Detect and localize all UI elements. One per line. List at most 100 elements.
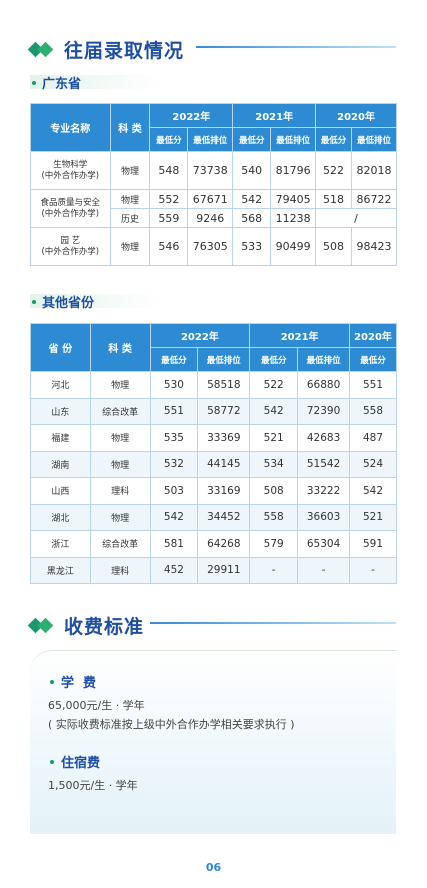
diamond-bullet-icon [27,41,56,58]
header-min-score: 最低分 [315,127,352,152]
value-cell: 90499 [270,227,317,266]
category-cell: 物理 [89,503,151,531]
value-cell: 73738 [187,151,234,190]
value-cell: 36603 [297,503,351,531]
value-cell: 548 [149,151,189,190]
lodging-label: 住宿费 [50,752,100,771]
header-major: 专业名称 [30,103,111,152]
category-cell: 物理 [109,151,151,190]
value-cell: 503 [149,477,199,505]
fee-panel [30,650,396,834]
dot-icon [50,759,54,764]
value-cell: 579 [249,530,299,558]
section-fees-title: 收费标准 [64,616,145,638]
lodging-value: 1,500元/生 · 学年 [48,779,138,792]
value-cell: 540 [232,151,272,190]
other-provinces-subheading: 其他省份 [32,292,94,311]
header-category: 科 类 [109,103,151,152]
value-cell: 33369 [197,424,251,452]
page-number: 06 [205,861,222,874]
value-cell: 98423 [350,227,398,266]
tuition-note: ( 实际收费标准按上级中外合作办学相关要求执行 ) [48,718,295,731]
other-provinces-table: 省 份 科 类 2022年 2021年 2020年 最低分 最低排位 最低分 最… [30,323,397,584]
dot-icon [32,80,36,85]
header-year: 2022年 [149,103,234,128]
value-cell: 558 [249,503,299,531]
value-cell: 542 [232,189,272,209]
value-cell: 546 [149,227,189,266]
value-cell: 64268 [197,530,251,558]
value-cell: 508 [315,227,352,266]
value-cell: 518 [315,189,352,209]
value-cell: 33222 [297,477,351,505]
section-divider [150,622,396,624]
value-cell: 522 [249,371,299,399]
table-row: 山东 综合改革 551 58772 542 72390 558 [30,397,397,425]
header-year: 2020年 [315,103,397,128]
major-cell: 生物科学 (中外合作办学) [30,151,111,190]
value-cell: - [249,556,299,584]
value-cell: 581 [149,530,199,558]
value-cell: 81796 [270,151,317,190]
value-cell: 82018 [350,151,398,190]
value-cell-na: / [315,208,397,228]
category-cell: 物理 [89,371,151,399]
value-cell: 86722 [350,189,398,209]
header-year: 2021年 [232,103,317,128]
province-cell: 河北 [30,371,91,399]
major-cell: 食品质量与安全 (中外合作办学) [30,189,111,228]
section-admission-title: 往届录取情况 [64,40,185,62]
table-row: 湖南 物理 532 44145 534 51542 524 [30,450,397,478]
section-fees-header: 收费标准 [27,612,145,639]
value-cell: 542 [349,477,397,505]
value-cell: 66880 [297,371,351,399]
header-min-rank: 最低排位 [350,127,398,152]
value-cell: 522 [315,151,352,190]
category-cell: 物理 [89,424,151,452]
tuition-value: 65,000元/生 · 学年 [48,699,145,712]
value-cell: - [297,556,351,584]
table-row: 食品质量与安全 (中外合作办学) 物理 552 67671 542 79405 … [30,189,398,228]
province-cell: 湖南 [30,450,91,478]
diamond-bullet-icon [27,617,56,634]
value-cell: 452 [149,556,199,584]
section-admission-header: 往届录取情况 [27,36,185,63]
value-cell: 9246 [187,208,234,228]
value-cell: 535 [149,424,199,452]
value-cell: 534 [249,450,299,478]
header-year: 2021年 [249,323,351,348]
value-cell: 58772 [197,397,251,425]
category-cell: 综合改革 [89,530,151,558]
value-cell: 532 [149,450,199,478]
value-cell: 521 [349,503,397,531]
category-cell: 历史 [109,208,151,228]
table-row: 福建 物理 535 33369 521 42683 487 [30,424,397,452]
guangdong-subheading: 广东省 [32,73,81,92]
value-cell: 551 [349,371,397,399]
value-cell: 67671 [187,189,234,209]
header-year: 2022年 [149,323,251,348]
guangdong-table: 专业名称 科 类 2022年 2021年 2020年 最低分 最低排位 最低分 … [30,103,398,266]
header-year: 2020年 [349,323,397,348]
value-cell: 58518 [197,371,251,399]
province-cell: 山西 [30,477,91,505]
header-min-rank: 最低排位 [187,127,234,152]
province-cell: 湖北 [30,503,91,531]
province-cell: 山东 [30,397,91,425]
header-category: 科 类 [89,323,151,372]
value-cell: 559 [149,208,189,228]
province-cell: 黑龙江 [30,556,91,584]
table-row: 山西 理科 503 33169 508 33222 542 [30,477,397,505]
category-cell: 理科 [89,556,151,584]
province-cell: 福建 [30,424,91,452]
value-cell: 44145 [197,450,251,478]
table-row: 生物科学 (中外合作办学) 物理 548 73738 540 81796 522… [30,151,398,190]
section-divider [196,46,396,48]
category-cell: 物理 [109,189,151,209]
category-cell: 综合改革 [89,397,151,425]
value-cell: 552 [149,189,189,209]
table-row: 浙江 综合改革 581 64268 579 65304 591 [30,530,397,558]
value-cell: 11238 [270,208,317,228]
header-province: 省 份 [30,323,91,372]
header-min-score: 最低分 [349,347,397,372]
